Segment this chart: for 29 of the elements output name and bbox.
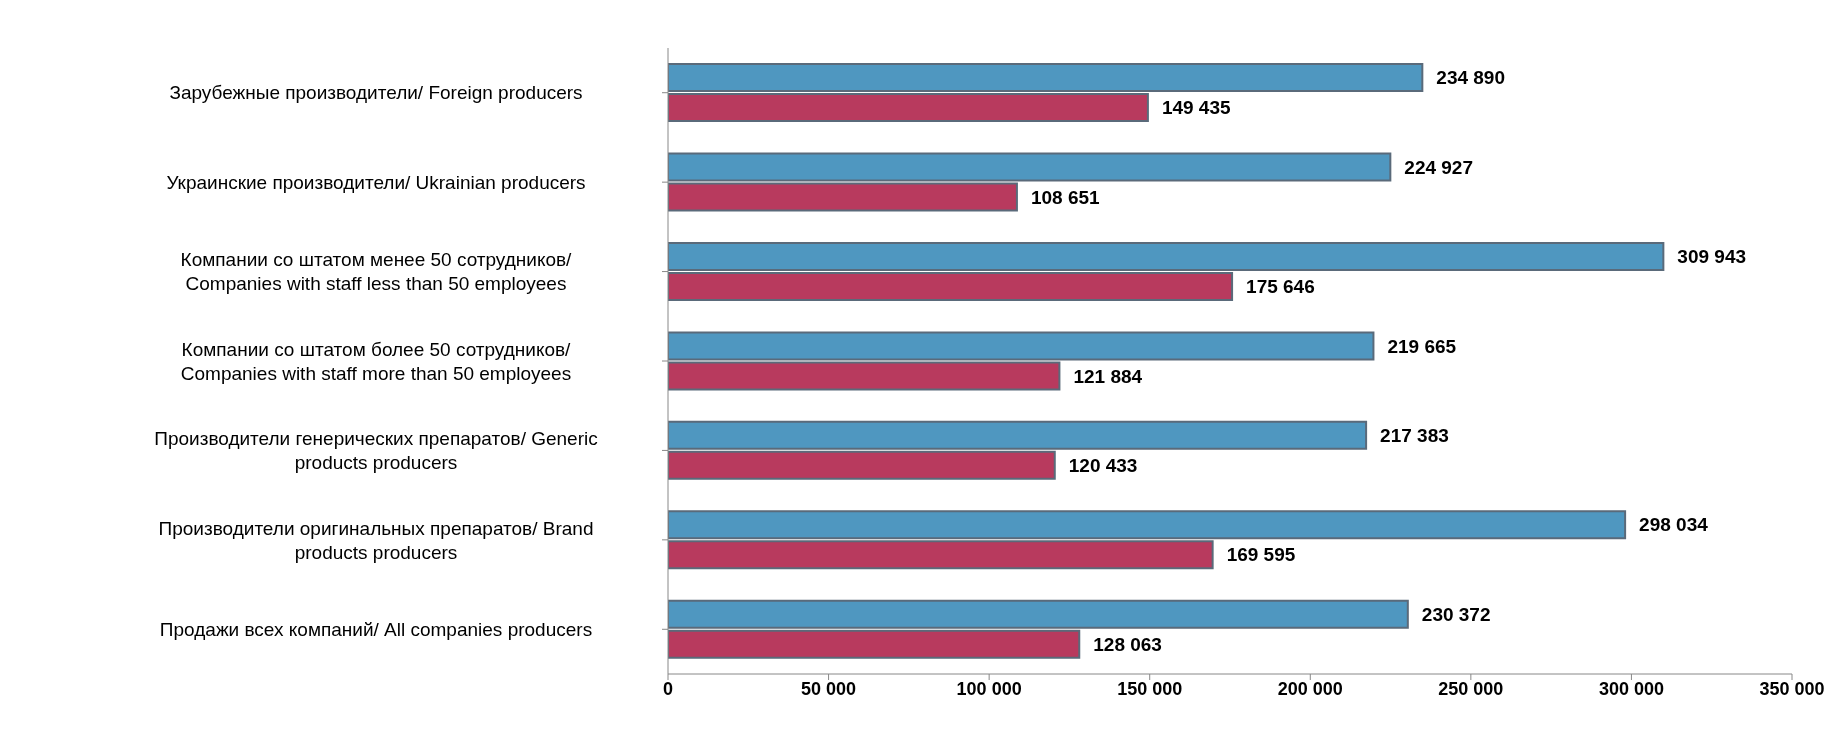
x-tick-label: 50 000 bbox=[801, 678, 857, 699]
y-tick-label: Производители оригинальных препаратов/ Brand products producers bbox=[158, 517, 594, 563]
y-tick-label: Украинские производители/ Ukrainian producers bbox=[166, 171, 586, 193]
data-label: 169 595 bbox=[1226, 544, 1296, 566]
data-label: 230 372 bbox=[1421, 603, 1491, 625]
data-label: 128 063 bbox=[1093, 633, 1162, 655]
x-tick-label: 250 000 bbox=[1438, 678, 1504, 699]
data-label: 121 884 bbox=[1073, 365, 1143, 387]
data-label: 217 383 bbox=[1380, 424, 1449, 446]
x-tick-label: 350 000 bbox=[1759, 678, 1825, 699]
data-label: 219 665 bbox=[1387, 335, 1457, 357]
y-tick-label: Зарубежные производители/ Foreign producers bbox=[169, 82, 583, 104]
x-tick-label: 0 bbox=[662, 678, 674, 699]
data-label: 224 927 bbox=[1404, 156, 1474, 178]
y-tick-label: Производители генерических препаратов/ Generic products producers bbox=[154, 428, 598, 474]
x-tick-label: 300 000 bbox=[1598, 678, 1664, 699]
y-tick-label: Продажи всех компаний/ All companies producers bbox=[159, 618, 593, 640]
y-tick-label: Компании со штатом менее 50 сотрудников/ Companies with staff less than 50 employees bbox=[180, 249, 573, 295]
data-label: 108 651 bbox=[1030, 186, 1101, 208]
x-tick-label: 150 000 bbox=[1117, 678, 1183, 699]
data-label: 309 943 bbox=[1677, 246, 1747, 268]
x-tick-label: 100 000 bbox=[956, 678, 1022, 699]
data-label: 298 034 bbox=[1639, 514, 1709, 536]
data-label: 234 890 bbox=[1436, 67, 1506, 89]
data-label: 175 646 bbox=[1246, 276, 1315, 298]
x-tick-label: 200 000 bbox=[1277, 678, 1343, 699]
y-tick-label: Компании со штатом более 50 сотрудников/ Companies with staff more than 50 employees bbox=[180, 338, 572, 384]
data-label: 149 435 bbox=[1161, 97, 1232, 119]
data-label: 120 433 bbox=[1068, 454, 1138, 476]
